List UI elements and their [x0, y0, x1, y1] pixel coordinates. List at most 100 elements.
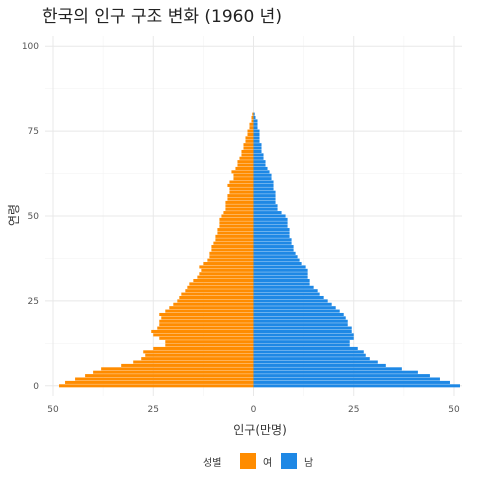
- bar-female-age-42: [213, 241, 254, 245]
- bar-male-age-33: [253, 272, 308, 276]
- bar-male-age-36: [253, 262, 302, 266]
- bar-female-age-79: [251, 115, 254, 120]
- bar-female-age-5: [101, 367, 254, 371]
- bar-male-age-10: [253, 350, 364, 354]
- legend: 성별 여 남: [203, 453, 313, 469]
- bar-female-age-38: [209, 255, 254, 259]
- legend-swatch-male: [281, 453, 297, 469]
- bar-female-age-1: [65, 380, 254, 384]
- bar-male-age-67: [253, 156, 264, 160]
- bar-female-age-43: [215, 238, 254, 242]
- bar-female-age-54: [225, 200, 254, 204]
- bar-female-age-4: [93, 370, 254, 374]
- bar-male-age-44: [253, 234, 290, 238]
- bar-male-age-18: [253, 323, 348, 327]
- bar-female-age-22: [165, 309, 254, 313]
- chart-title: 한국의 인구 구조 변화 (1960 년): [42, 7, 282, 27]
- bar-female-age-12: [165, 343, 254, 347]
- bar-male-age-4: [253, 370, 418, 374]
- bar-male-age-54: [253, 200, 276, 204]
- bar-female-age-52: [225, 207, 254, 211]
- bar-female-age-49: [219, 217, 254, 221]
- bar-male-age-74: [253, 132, 260, 137]
- x-tick-label: 0: [251, 405, 257, 415]
- bar-male-age-65: [253, 163, 266, 167]
- bar-male-age-48: [253, 221, 288, 225]
- bar-female-age-23: [169, 306, 254, 310]
- bar-male-age-8: [253, 357, 370, 361]
- bar-female-age-66: [237, 160, 254, 164]
- bar-female-age-24: [173, 302, 254, 306]
- bar-male-age-40: [253, 248, 294, 252]
- bar-male-age-12: [253, 343, 350, 347]
- bar-male-age-6: [253, 363, 386, 367]
- bar-male-age-22: [253, 309, 340, 313]
- bar-female-age-35: [199, 265, 254, 269]
- bar-male-age-11: [253, 346, 358, 350]
- bar-female-age-32: [197, 275, 254, 279]
- bar-female-age-15: [153, 333, 254, 337]
- bar-male-age-31: [253, 279, 310, 283]
- bar-female-age-75: [247, 129, 254, 133]
- bar-male-age-47: [253, 224, 288, 228]
- bars: [59, 112, 460, 388]
- bar-male-age-49: [253, 217, 288, 221]
- bar-male-age-71: [253, 143, 262, 147]
- bar-male-age-46: [253, 228, 290, 232]
- bar-female-age-19: [159, 319, 254, 323]
- bar-female-age-50: [221, 214, 254, 218]
- bar-female-age-45: [217, 231, 254, 235]
- bar-male-age-35: [253, 265, 306, 269]
- bar-male-age-30: [253, 282, 310, 286]
- bar-female-age-69: [241, 149, 254, 153]
- bar-female-age-80: [252, 112, 254, 116]
- bar-female-age-60: [229, 180, 254, 184]
- x-tick-label: 25: [148, 405, 159, 415]
- bar-male-age-7: [253, 360, 378, 364]
- bar-male-age-76: [253, 126, 258, 130]
- bar-female-age-59: [227, 183, 254, 187]
- bar-male-age-26: [253, 295, 324, 300]
- bar-female-age-40: [211, 248, 254, 252]
- bar-male-age-68: [253, 153, 264, 157]
- bar-male-age-57: [253, 190, 276, 194]
- bar-female-age-25: [177, 299, 254, 303]
- bar-male-age-24: [253, 302, 332, 306]
- bar-male-age-9: [253, 353, 366, 357]
- bar-female-age-74: [247, 132, 254, 137]
- bar-female-age-57: [229, 190, 254, 194]
- bar-male-age-21: [253, 312, 344, 317]
- y-axis-title: 연령: [7, 204, 21, 226]
- bar-female-age-64: [235, 166, 254, 170]
- bar-male-age-52: [253, 207, 278, 211]
- bar-female-age-77: [249, 122, 254, 126]
- x-tick-label: 50: [448, 405, 460, 415]
- bar-male-age-19: [253, 319, 348, 323]
- y-tick-label: 75: [28, 127, 39, 137]
- bar-male-age-29: [253, 285, 314, 289]
- bar-female-age-36: [203, 262, 254, 266]
- y-tick-label: 25: [28, 297, 39, 307]
- bar-female-age-65: [237, 163, 254, 167]
- bar-female-age-21: [159, 312, 254, 317]
- bar-female-age-31: [193, 279, 254, 283]
- bar-male-age-39: [253, 251, 296, 255]
- bar-female-age-70: [243, 146, 254, 150]
- x-axis-title: 인구(만명): [233, 423, 287, 437]
- bar-male-age-20: [253, 316, 346, 320]
- bar-male-age-2: [253, 377, 440, 381]
- bar-male-age-27: [253, 292, 320, 296]
- bar-male-age-70: [253, 146, 262, 150]
- bar-male-age-23: [253, 306, 336, 310]
- bar-female-age-13: [165, 340, 254, 344]
- bar-male-age-79: [253, 115, 256, 120]
- bar-male-age-53: [253, 204, 278, 208]
- bar-male-age-78: [253, 119, 258, 123]
- bar-male-age-45: [253, 231, 290, 235]
- bar-female-age-34: [201, 268, 254, 272]
- bar-male-age-75: [253, 129, 260, 133]
- bar-female-age-8: [141, 357, 254, 361]
- bar-male-age-80: [253, 112, 255, 116]
- bar-female-age-76: [249, 126, 254, 130]
